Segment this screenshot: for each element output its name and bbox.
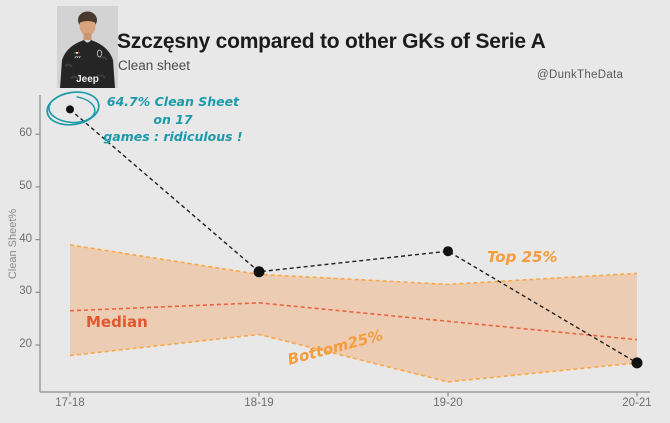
annotation-callout: 64.7% Clean Sheet on 17 games : ridiculo… xyxy=(98,93,248,146)
data-point-19-20 xyxy=(443,246,453,257)
y-axis-title: Clean Sheet% xyxy=(7,208,19,280)
label-median: Median xyxy=(86,313,148,331)
juventus-crest xyxy=(96,49,103,58)
chart-subtitle: Clean sheet xyxy=(118,58,191,73)
jersey-sponsor-text: Jeep xyxy=(76,74,99,85)
series-line-layer xyxy=(66,105,643,369)
interquartile-band xyxy=(70,244,637,382)
annotation-sketch-layer xyxy=(46,91,100,126)
y-tick-label-60: 60 xyxy=(19,127,32,140)
sketch-circle-inner xyxy=(48,95,96,124)
y-tick-label-30: 30 xyxy=(19,285,32,298)
italy-flag-white xyxy=(76,52,78,54)
italy-flag-red xyxy=(78,52,80,54)
y-tick-label-50: 50 xyxy=(19,179,32,192)
x-tick-label-20-21: 20-21 xyxy=(622,397,652,409)
tick-mark-layer xyxy=(35,133,638,397)
player-neck xyxy=(83,33,92,40)
x-tick-label-18-19: 18-19 xyxy=(244,397,274,409)
x-tick-label-17-18: 17-18 xyxy=(55,397,85,409)
szczesny-line xyxy=(69,108,638,364)
y-tick-label-40: 40 xyxy=(19,232,32,245)
quartile-band-layer xyxy=(69,244,638,383)
x-tick-label-19-20: 19-20 xyxy=(433,397,463,409)
jersey-camo-pattern xyxy=(64,56,108,80)
data-point-18-19 xyxy=(253,266,265,278)
annotation-line-2: games : ridiculous ! xyxy=(103,129,243,144)
credit-handle: @DunkTheData xyxy=(537,69,624,81)
label-top-quartile: Top 25% xyxy=(487,248,558,266)
sketch-circle-outer xyxy=(46,91,100,126)
data-point-17-18 xyxy=(66,105,74,114)
annotation-line-1: 64.7% Clean Sheet on 17 xyxy=(106,94,240,127)
player-hairline xyxy=(79,16,96,23)
player-photo: Jeep xyxy=(57,6,118,88)
adidas-logo xyxy=(74,55,81,59)
median-line xyxy=(69,302,638,341)
italy-flag-green xyxy=(74,52,76,54)
y-tick-label-20: 20 xyxy=(19,338,32,350)
data-point-20-21 xyxy=(631,357,643,369)
bottom-quartile-line xyxy=(69,333,638,383)
page-title: Szczęsny compared to other GKs of Serie … xyxy=(117,30,546,53)
